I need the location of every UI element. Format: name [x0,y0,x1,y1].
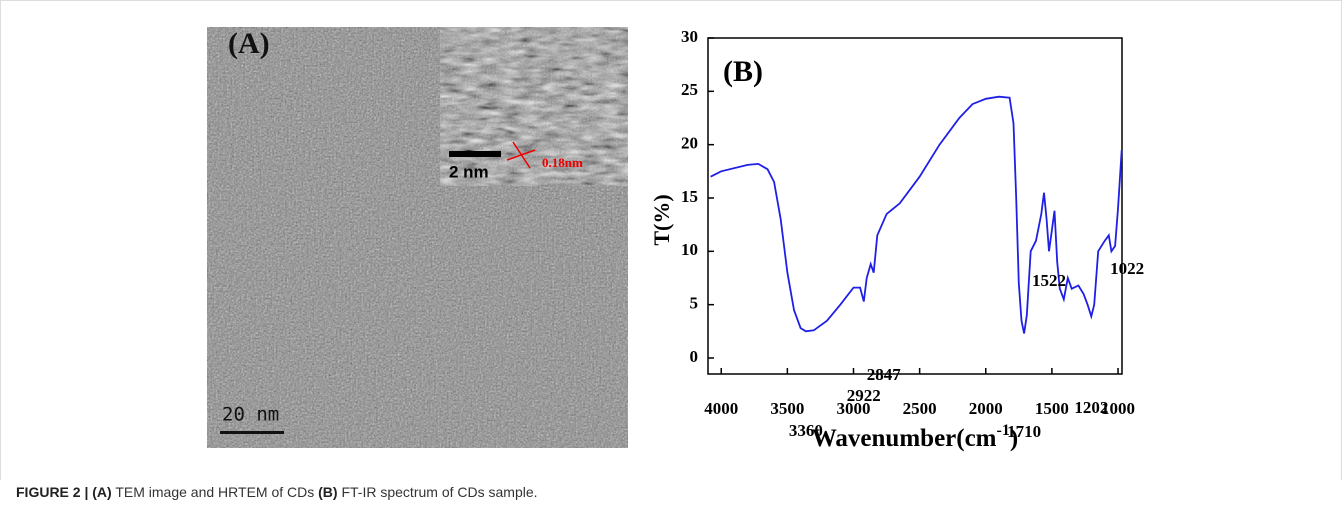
peak-label: 1522 [1032,271,1066,290]
peak-label: 2922 [847,386,881,405]
y-tick-label: 20 [681,134,698,153]
scale-bar [220,431,284,434]
spectrum-line [710,95,1123,334]
peak-label: 3360 [789,421,823,440]
peak-label: 1202 [1074,398,1108,417]
x-tick-label: 4000 [704,399,738,418]
y-axis-label: T(%) [649,194,674,245]
x-axis-label-close: ) [1010,425,1018,452]
hrtem-inset [440,27,628,186]
x-axis-label: Wavenumber(cm-1) [812,422,1018,452]
peak-label: 2847 [867,365,902,384]
x-axis-label-sup: -1 [997,422,1010,439]
x-tick-label: 3500 [770,399,804,418]
scale-bar [449,151,501,157]
x-tick-label: 2500 [903,399,937,418]
figure-graphics: (A) 0.18nm 2 nm 20 nm 0 5 10 15 20 25 30 4000 35… [0,0,1342,480]
caption-b: (B) [318,484,338,500]
y-tick-label: 10 [681,240,698,259]
panel-label: (A) [228,27,270,60]
plot-frame [707,37,1123,375]
scale-label: 20 nm [222,404,279,426]
y-tick-label: 0 [690,347,699,366]
lattice-label: 0.18nm [542,155,583,170]
y-tick-label: 25 [681,80,698,99]
x-tick-label: 1000 [1101,399,1135,418]
y-tick-label: 15 [681,187,698,206]
y-tick-label: 30 [681,27,698,46]
x-axis-label-text: Wavenumber(cm [812,425,997,452]
panel-label: (B) [723,55,763,88]
caption-a-text: TEM image and HRTEM of CDs [115,484,315,500]
peak-label: 1022 [1110,259,1144,278]
caption-figure: FIGURE 2 | [16,484,89,500]
peak-label: 1710 [1007,422,1041,441]
y-tick-label: 5 [690,294,699,313]
caption-a: (A) [92,484,112,500]
x-tick-label: 3000 [836,399,870,418]
inset-scale-label: 2 nm [449,162,489,181]
caption-b-text: FT-IR spectrum of CDs sample. [341,484,538,500]
lattice-marker [506,149,536,161]
x-tick-label: 1500 [1035,399,1069,418]
x-tick-label: 2000 [969,399,1003,418]
caption: FIGURE 2 | (A) TEM image and HRTEM of CD… [16,484,538,500]
